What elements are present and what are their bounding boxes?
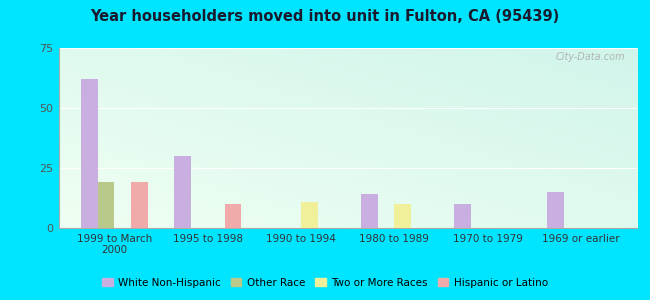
Text: City-Data.com: City-Data.com <box>556 52 625 61</box>
Bar <box>225 204 241 228</box>
Bar <box>174 156 191 228</box>
Text: Year householders moved into unit in Fulton, CA (95439): Year householders moved into unit in Ful… <box>90 9 560 24</box>
Bar <box>547 192 564 228</box>
Bar <box>301 202 318 228</box>
Bar <box>131 182 148 228</box>
Bar <box>454 204 471 228</box>
Legend: White Non-Hispanic, Other Race, Two or More Races, Hispanic or Latino: White Non-Hispanic, Other Race, Two or M… <box>98 274 552 292</box>
Bar <box>81 79 98 228</box>
Bar <box>98 182 114 228</box>
Bar <box>361 194 378 228</box>
Bar <box>395 204 411 228</box>
